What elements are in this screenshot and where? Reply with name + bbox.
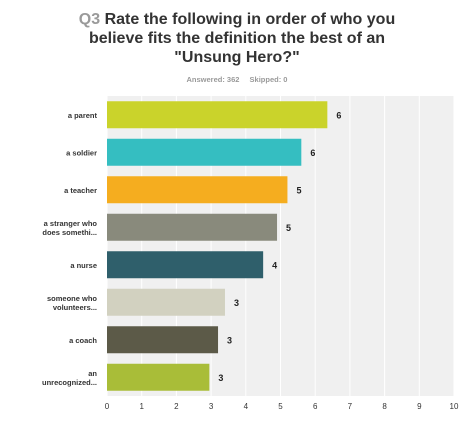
category-label: a stranger who does somethi... [42,219,97,237]
x-tick-label: 9 [417,402,422,411]
data-label: 3 [218,373,223,383]
question-number: Q3 [78,11,101,28]
category-label: a parent [68,111,98,120]
x-tick-label: 0 [105,402,110,411]
title-line-1: Rate the following in order of who you [104,11,396,28]
value-labels: 6 6 5 5 4 3 3 3 [218,110,341,383]
title-line-2: believe fits the definition the best of … [88,30,386,47]
category-label: an unrecognized... [42,369,97,387]
bar [107,288,225,316]
data-label: 4 [272,260,277,270]
bar [107,326,219,354]
answered-count: Answered: 362 [186,75,240,84]
data-label: 3 [227,335,232,345]
x-tick-label: 10 [450,402,459,411]
bar [107,363,210,391]
data-label: 5 [286,223,291,233]
chart-header: Q3 Rate the following in order of who yo… [0,10,474,84]
x-tick-label: 1 [139,402,144,411]
data-label: 6 [310,148,315,158]
response-stats: Answered: 362 Skipped: 0 [0,75,474,84]
bar [107,251,264,279]
category-label: someone who volunteers... [47,294,97,312]
bars [107,101,328,391]
x-tick-label: 8 [382,402,387,411]
bar [107,101,328,129]
category-labels: a parent a soldier a teacher a stranger who… [42,111,98,387]
x-axis-ticks: 0 1 2 3 4 5 6 7 8 9 10 [105,402,459,411]
question-title: Q3 Rate the following in order of who yo… [72,10,402,67]
category-label: a teacher [64,186,97,195]
x-tick-label: 7 [348,402,353,411]
x-tick-label: 4 [244,402,249,411]
data-label: 6 [336,110,341,120]
category-label: a soldier [66,148,97,157]
skipped-count: Skipped: 0 [249,75,288,84]
x-tick-label: 6 [313,402,318,411]
title-line-3: "Unsung Hero?" [174,49,300,66]
category-label: a nurse [70,261,97,270]
data-label: 3 [234,298,239,308]
x-tick-label: 3 [209,402,214,411]
x-tick-label: 2 [174,402,179,411]
bar [107,213,278,241]
x-tick-label: 5 [278,402,283,411]
category-label: a coach [69,336,97,345]
bar [107,176,288,204]
data-label: 5 [296,185,301,195]
bar [107,138,302,166]
